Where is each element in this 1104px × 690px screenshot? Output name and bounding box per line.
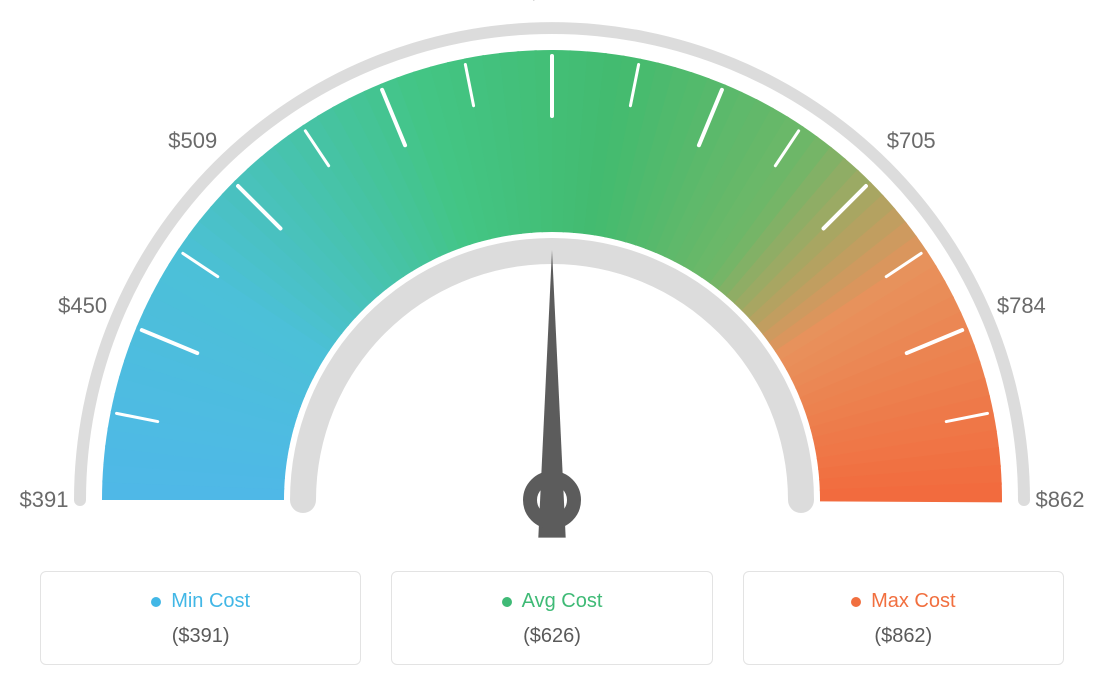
legend-min-value: ($391) (51, 625, 350, 648)
scale-label: $862 (1036, 487, 1085, 513)
legend-avg-label: Avg Cost (502, 590, 603, 613)
gauge-svg (0, 0, 1104, 560)
dot-icon (851, 597, 861, 607)
legend-max-label: Max Cost (851, 590, 955, 613)
legend-min-label: Min Cost (151, 590, 250, 613)
legend-min: Min Cost ($391) (40, 571, 361, 665)
scale-label: $391 (20, 487, 69, 513)
legend-max-text: Max Cost (871, 590, 955, 613)
dot-icon (151, 597, 161, 607)
cost-gauge-container: $391 $450 $509 $626 $705 $784 $862 Min Cost ($… (0, 0, 1104, 690)
legend-avg: Avg Cost ($626) (391, 571, 712, 665)
scale-label: $705 (887, 128, 936, 154)
legend-avg-text: Avg Cost (522, 590, 603, 613)
legend-min-text: Min Cost (171, 590, 250, 613)
dot-icon (502, 597, 512, 607)
scale-label: $450 (58, 293, 107, 319)
gauge: $391 $450 $509 $626 $705 $784 $862 (0, 0, 1104, 560)
scale-label: $784 (997, 293, 1046, 319)
legend-max: Max Cost ($862) (743, 571, 1064, 665)
legend-row: Min Cost ($391) Avg Cost ($626) Max Cost… (40, 571, 1064, 665)
scale-label: $626 (528, 0, 577, 5)
scale-label: $509 (168, 128, 217, 154)
legend-avg-value: ($626) (402, 625, 701, 648)
legend-max-value: ($862) (754, 625, 1053, 648)
